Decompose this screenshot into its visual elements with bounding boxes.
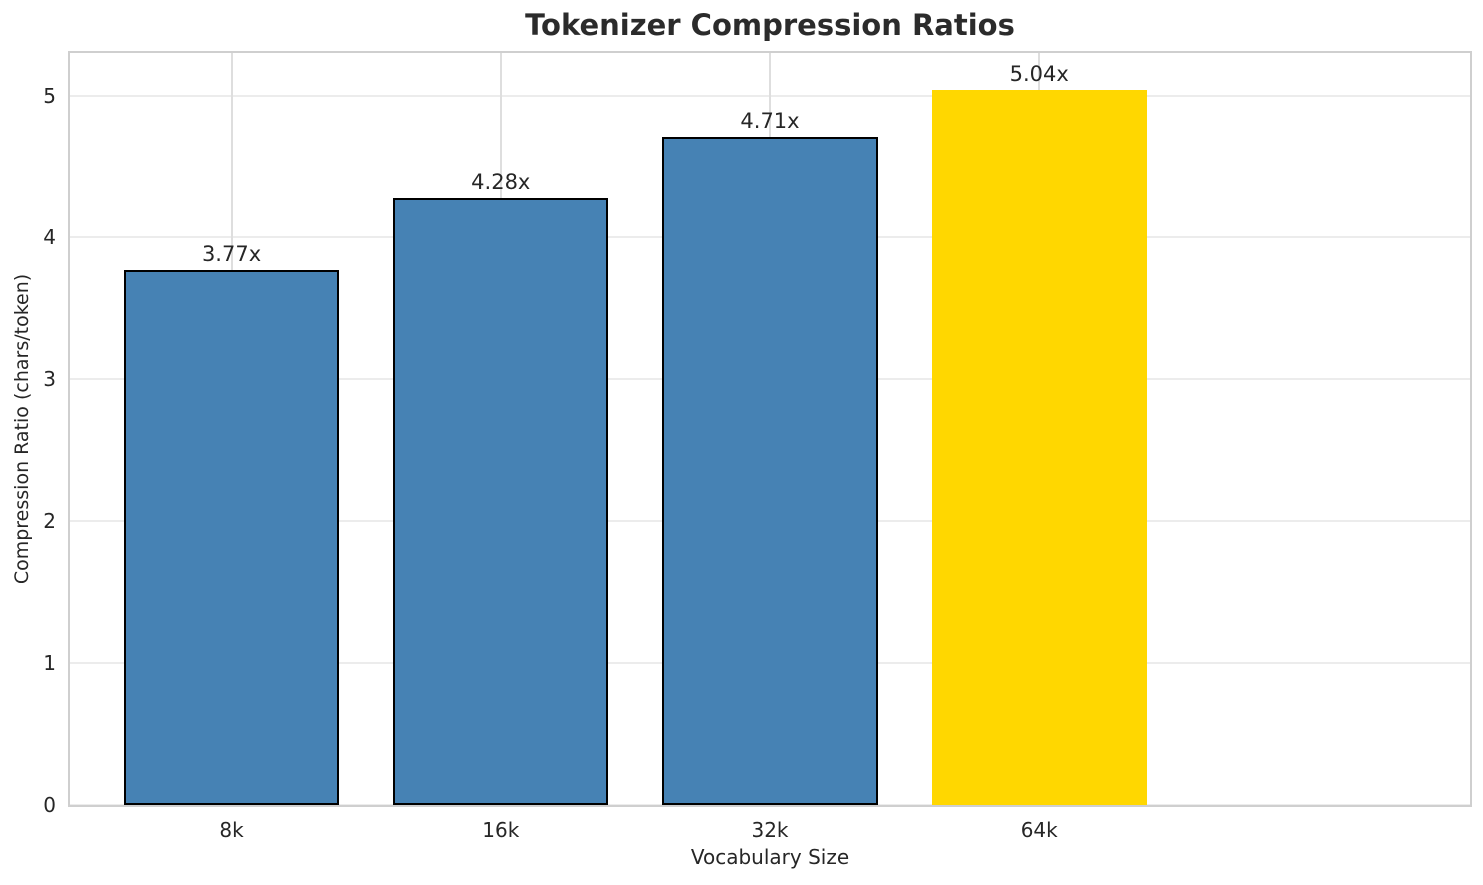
y-axis-label: Compression Ratio (chars/token) (11, 273, 33, 585)
y-tick-label: 5 (43, 83, 56, 108)
y-tick-label: 0 (43, 793, 56, 817)
bar-value-label-32k: 4.71x (740, 108, 800, 133)
x-tick-label-16k: 16k (482, 818, 520, 842)
bar-16k (393, 197, 609, 805)
bar-8k (123, 270, 340, 805)
bar-value-label-64k: 5.04x (1009, 61, 1069, 86)
bar-value-label-16k: 4.28x (471, 169, 531, 194)
chart-title: Tokenizer Compression Ratios (525, 8, 1015, 42)
x-tick-label-32k: 32k (751, 818, 789, 842)
plot-area (70, 53, 1470, 806)
bar-64k (931, 89, 1147, 805)
bar-32k (662, 136, 878, 805)
x-axis-label: Vocabulary Size (690, 845, 850, 869)
y-tick-label: 3 (43, 367, 56, 392)
y-tick-label: 4 (43, 225, 56, 250)
bar-value-label-8k: 3.77x (201, 242, 262, 267)
x-tick-label-8k: 8k (219, 818, 244, 842)
y-tick-label: 1 (43, 651, 56, 676)
x-tick-label-64k: 64k (1020, 818, 1058, 842)
y-tick-label: 2 (43, 509, 56, 534)
